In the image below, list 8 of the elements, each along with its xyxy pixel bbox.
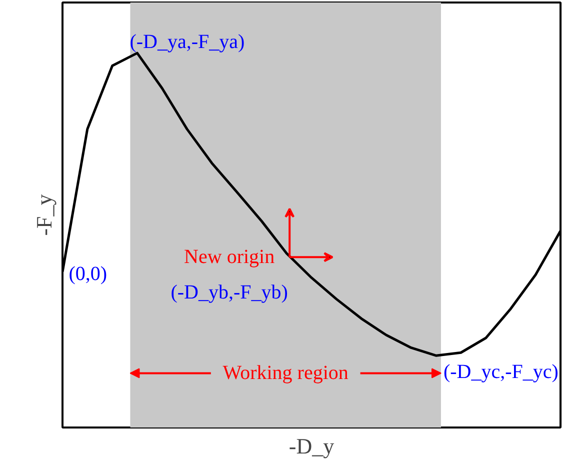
annotation: New origin bbox=[184, 246, 275, 268]
x-axis-title: -D_y bbox=[288, 434, 334, 458]
annotation: (-D_yb,-F_yb) bbox=[170, 282, 288, 304]
text: (-D_ya,-F_ya) bbox=[130, 30, 245, 53]
annotation: (-D_yc,-F_yc) bbox=[443, 361, 558, 384]
annotation: (0,0) bbox=[68, 262, 108, 285]
annotation: Working region bbox=[222, 362, 348, 384]
y-axis-title: -F_y bbox=[32, 194, 56, 236]
